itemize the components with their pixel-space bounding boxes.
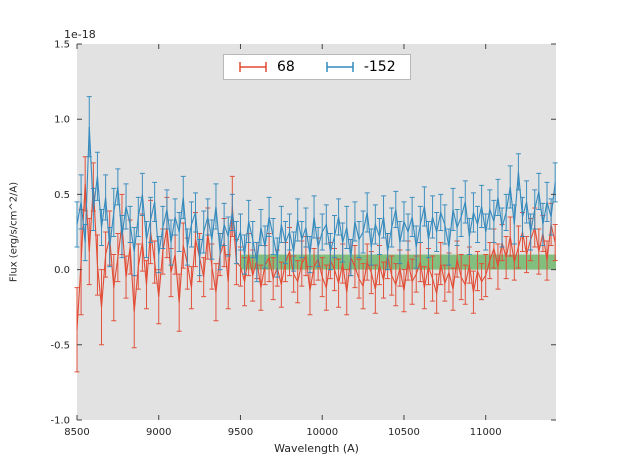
svg-text:-1.0: -1.0	[50, 416, 70, 427]
errorbar-glyph-icon	[239, 62, 267, 72]
legend: 68 -152	[223, 54, 411, 80]
svg-text:10500: 10500	[388, 427, 420, 438]
legend-entry-minus152: -152	[325, 59, 396, 75]
y-axis-label: Flux (erg/s/cm^2/A)	[8, 181, 20, 283]
svg-text:1.5: 1.5	[54, 40, 70, 51]
y-axis-offset-label: 1e-18	[64, 28, 96, 41]
x-axis-label: Wavelength (A)	[274, 442, 359, 455]
errorbar-glyph-icon	[326, 62, 354, 72]
svg-text:0.0: 0.0	[54, 265, 70, 276]
svg-text:9000: 9000	[146, 427, 171, 438]
legend-entry-68: 68	[238, 59, 295, 75]
legend-label: -152	[363, 59, 396, 75]
svg-text:11000: 11000	[470, 427, 502, 438]
svg-text:8500: 8500	[64, 427, 89, 438]
svg-text:9500: 9500	[228, 427, 253, 438]
svg-text:-0.5: -0.5	[50, 340, 70, 351]
legend-label: 68	[277, 59, 295, 75]
svg-text:10000: 10000	[306, 427, 338, 438]
svg-text:0.5: 0.5	[54, 190, 70, 201]
svg-text:1.0: 1.0	[54, 115, 70, 126]
